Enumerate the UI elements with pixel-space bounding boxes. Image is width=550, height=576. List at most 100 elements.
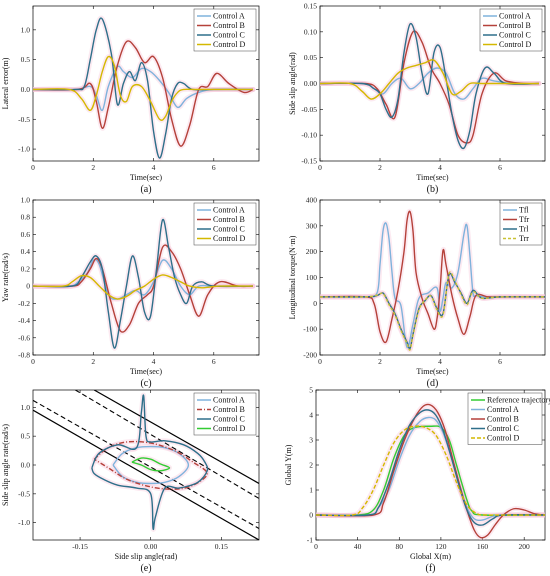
legend-entry: Control C bbox=[499, 31, 531, 40]
y-tick-label: 100 bbox=[306, 273, 318, 282]
series-line-control-c bbox=[91, 394, 209, 531]
series-line-control-b bbox=[93, 440, 208, 490]
y-tick-label: 0 bbox=[309, 511, 313, 520]
y-tick-label: -0.5 bbox=[18, 489, 30, 498]
y-tick-label: 0.00 bbox=[304, 79, 317, 88]
y-tick-label: 0.10 bbox=[304, 27, 317, 36]
y-axis-label: Global Y(m) bbox=[284, 444, 293, 485]
panel-caption: (e) bbox=[140, 563, 151, 574]
legend-entry: Reference trajectory bbox=[487, 396, 550, 405]
x-tick-label: 6 bbox=[498, 163, 502, 172]
legend-entry: Tfl bbox=[519, 206, 530, 215]
legend-entry: Control B bbox=[213, 215, 245, 224]
x-tick-label: 40 bbox=[354, 542, 362, 551]
x-tick-label: 2 bbox=[91, 357, 95, 366]
x-axis-label: Global X(m) bbox=[410, 552, 451, 561]
legend-entry: Control A bbox=[213, 396, 245, 405]
panel-caption: (b) bbox=[427, 184, 439, 195]
series-line-trr bbox=[320, 271, 545, 351]
legend-entry: Control D bbox=[213, 424, 245, 433]
plot-area bbox=[33, 15, 256, 161]
x-axis-label: Side slip angle(rad) bbox=[115, 552, 178, 561]
plot-area bbox=[33, 390, 259, 540]
x-tick-label: 0 bbox=[314, 542, 318, 551]
panel-caption: (a) bbox=[140, 184, 151, 195]
legend-entry: Control D bbox=[487, 434, 519, 443]
x-tick-label: 6 bbox=[212, 357, 216, 366]
y-tick-label: 0.4 bbox=[21, 247, 31, 256]
y-tick-label: -200 bbox=[303, 351, 317, 360]
legend-entry: Control D bbox=[213, 234, 245, 243]
stability-boundary-line bbox=[75, 390, 259, 499]
y-tick-label: -0.5 bbox=[18, 115, 30, 124]
legend-entry: Control B bbox=[487, 415, 519, 424]
x-tick-label: 120 bbox=[435, 542, 447, 551]
y-tick-label: 0.05 bbox=[304, 53, 317, 62]
y-tick-label: 1.0 bbox=[21, 196, 31, 205]
y-tick-label: 0.6 bbox=[21, 230, 31, 239]
y-tick-label: 5 bbox=[309, 386, 313, 395]
y-tick-label: 1.0 bbox=[21, 403, 31, 412]
series-line-control-a bbox=[33, 65, 253, 112]
series-line-control-d bbox=[33, 274, 253, 300]
x-tick-label: 0 bbox=[31, 163, 35, 172]
y-tick-label: -0.4 bbox=[18, 316, 30, 325]
y-tick-label: 0.8 bbox=[21, 213, 31, 222]
legend-entry: Control A bbox=[487, 405, 519, 414]
y-axis-label: Side slip angle rate(rad/s) bbox=[1, 424, 10, 506]
plot-area bbox=[316, 401, 545, 540]
y-tick-label: 2 bbox=[309, 461, 313, 470]
y-axis-label: Lateral error(m) bbox=[1, 57, 10, 109]
legend-entry: Control D bbox=[499, 40, 531, 49]
stability-boundary-line bbox=[33, 409, 259, 540]
legend-entry: Control C bbox=[487, 424, 519, 433]
y-tick-label: 0.5 bbox=[21, 432, 31, 441]
chart-d: 0 2 4 6 -200 -100 0 100 200 300 400 Time(sec) Longit… bbox=[288, 196, 546, 389]
y-tick-label: 0 bbox=[26, 282, 30, 291]
x-axis-label: Time(sec) bbox=[130, 367, 162, 376]
series-line-control-c bbox=[316, 409, 545, 526]
plot-area bbox=[320, 208, 545, 353]
series-line-control-c bbox=[320, 22, 540, 150]
y-tick-label: 0.2 bbox=[21, 264, 31, 273]
plot-frame bbox=[32, 5, 260, 162]
legend-entry: Control D bbox=[213, 40, 245, 49]
x-tick-label: 0.15 bbox=[215, 542, 228, 551]
y-tick-label: -0.6 bbox=[18, 333, 30, 342]
series-line-control-b bbox=[33, 244, 253, 333]
legend-entry: Control C bbox=[213, 225, 245, 234]
legend-entry: Trr bbox=[519, 234, 529, 243]
x-tick-label: 2 bbox=[378, 357, 382, 366]
plot-area bbox=[33, 217, 256, 351]
y-tick-label: 3 bbox=[309, 436, 313, 445]
y-tick-label: -0.15 bbox=[301, 157, 317, 166]
x-tick-label: 200 bbox=[519, 542, 531, 551]
panel-caption: (d) bbox=[427, 378, 439, 389]
series-line-tfl bbox=[320, 222, 545, 349]
x-axis-label: Time(sec) bbox=[416, 367, 448, 376]
y-tick-label: 0 bbox=[313, 299, 317, 308]
x-tick-label: 2 bbox=[91, 163, 95, 172]
x-tick-label: -0.15 bbox=[72, 542, 88, 551]
panel-caption: (f) bbox=[426, 563, 436, 574]
y-tick-label: -1.0 bbox=[18, 145, 30, 154]
series-line-control-b bbox=[33, 40, 254, 147]
series-line-control-c bbox=[33, 218, 253, 349]
y-tick-label: 200 bbox=[306, 247, 318, 256]
x-tick-label: 4 bbox=[152, 163, 156, 172]
stability-boundary-line bbox=[33, 399, 259, 529]
y-tick-label: -0.8 bbox=[18, 351, 30, 360]
x-tick-label: 0 bbox=[318, 357, 322, 366]
legend-entry: Tfr bbox=[519, 215, 530, 224]
x-tick-label: 6 bbox=[498, 357, 502, 366]
series-line-control-b bbox=[316, 403, 545, 539]
series-line-control-d bbox=[131, 457, 171, 472]
series-line-control-d bbox=[33, 55, 253, 121]
x-axis-label: Time(sec) bbox=[416, 173, 448, 182]
x-tick-label: 6 bbox=[212, 163, 216, 172]
